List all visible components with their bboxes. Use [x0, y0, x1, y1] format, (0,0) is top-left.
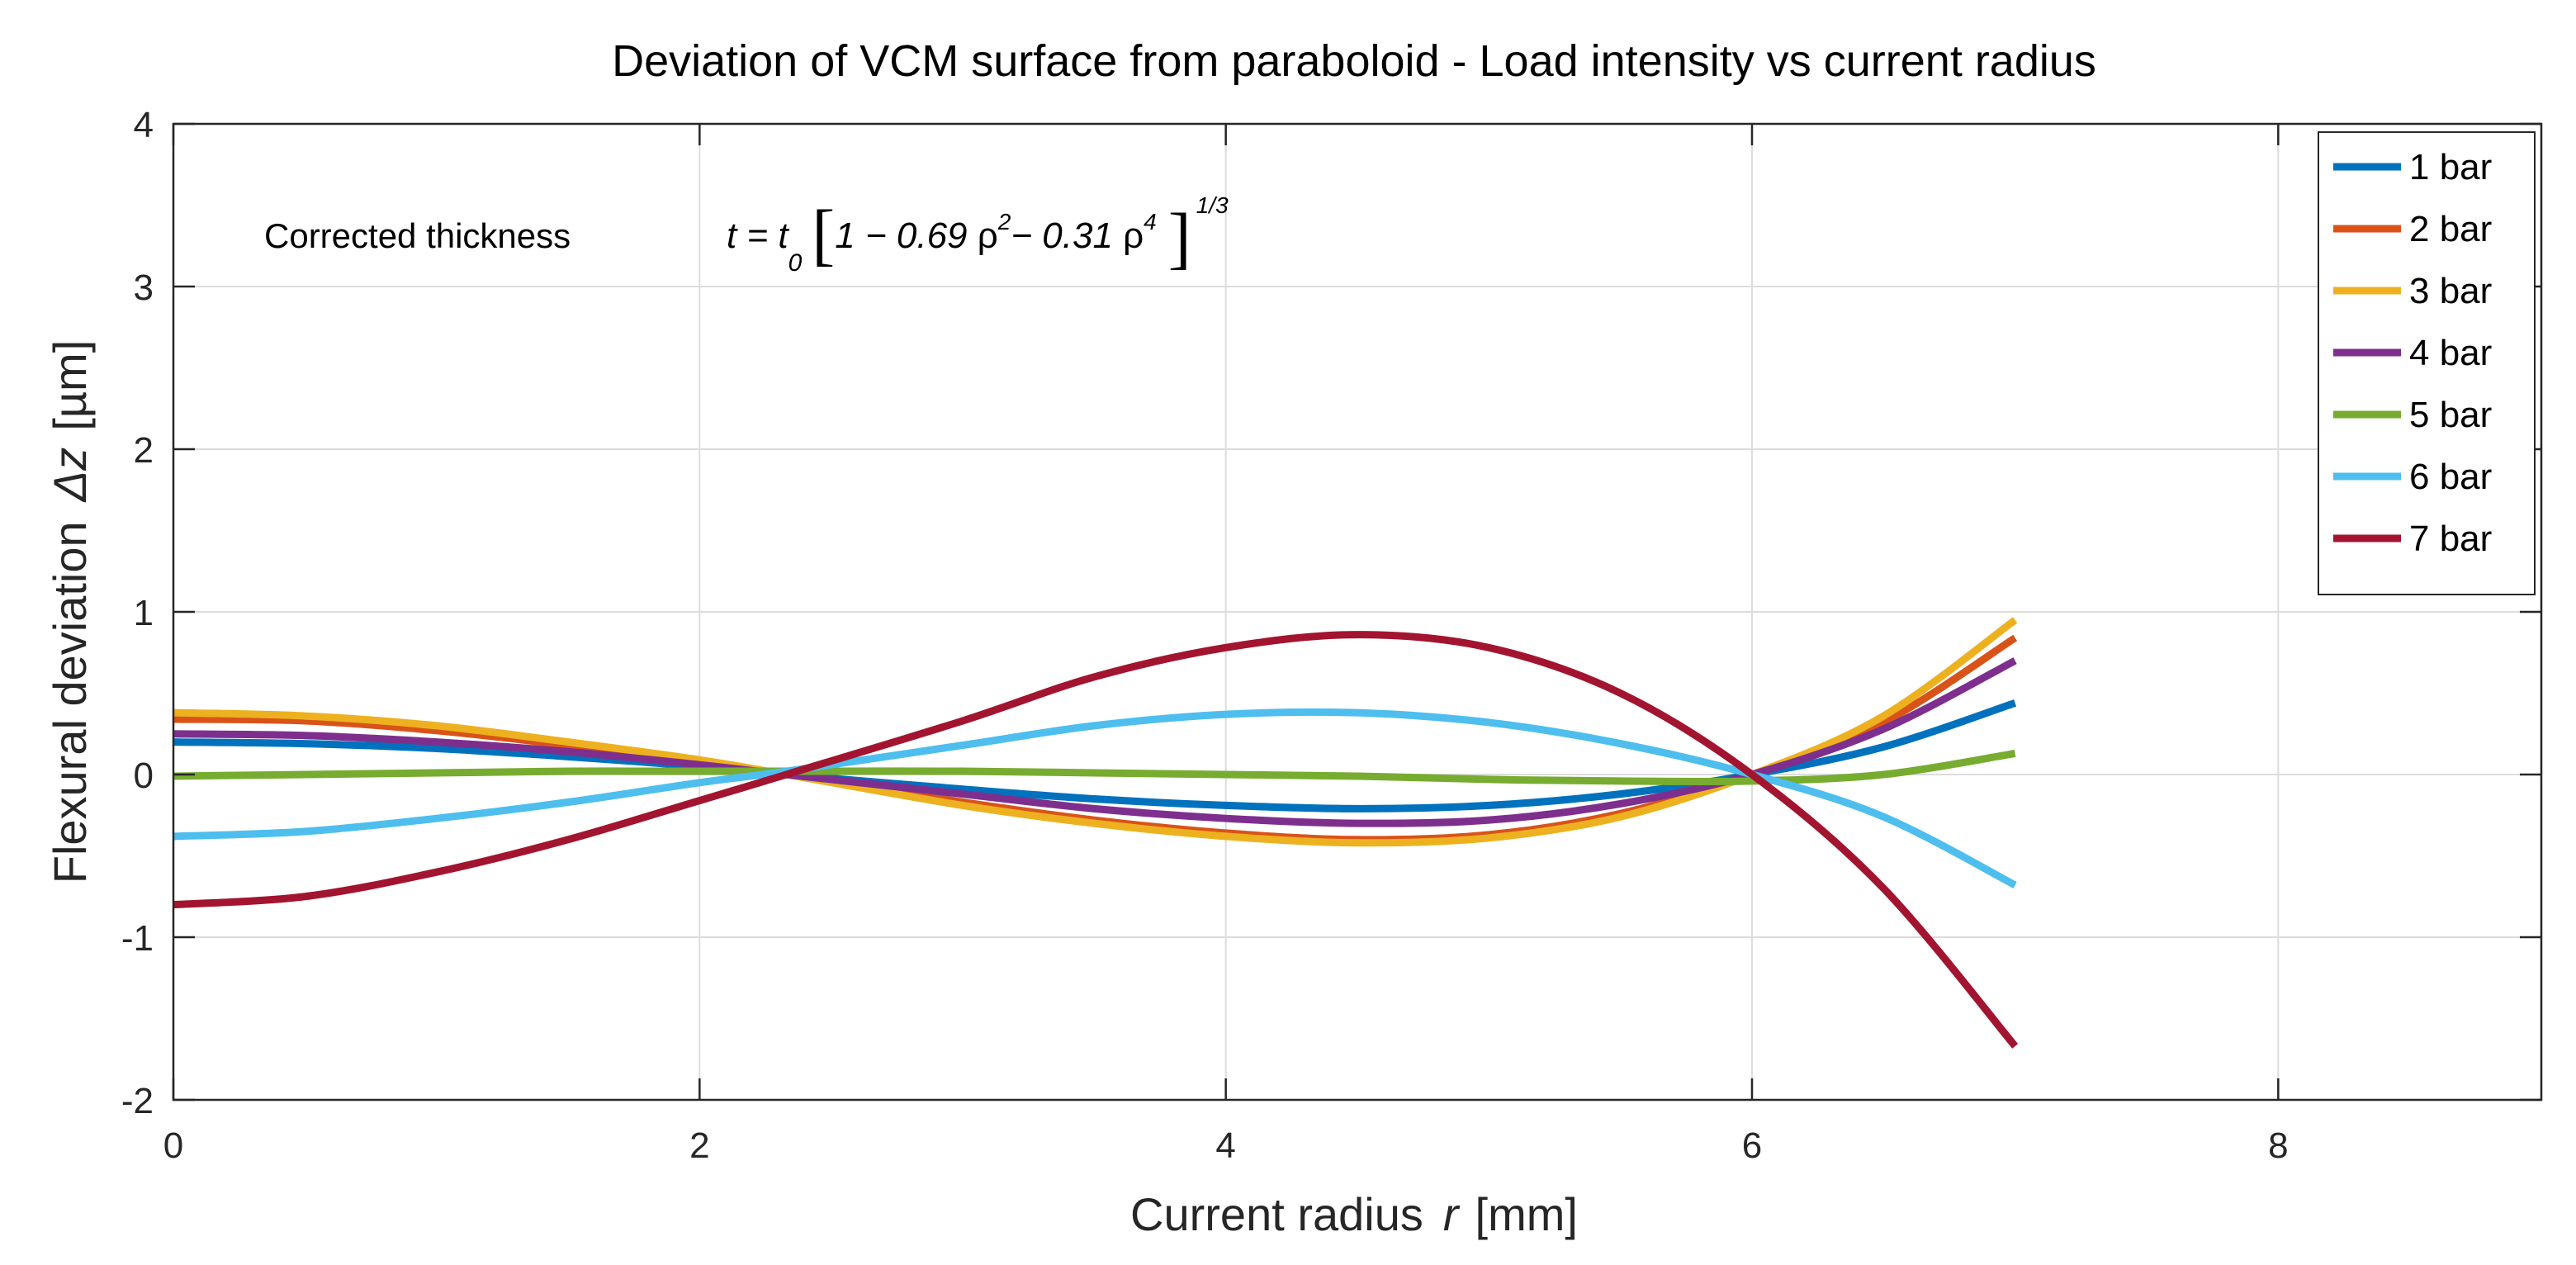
legend-box: [2318, 131, 2536, 595]
formula-exp-1: 2: [997, 209, 1011, 235]
x-tick-label: 2: [689, 1125, 709, 1166]
legend-label-6-bar: 6 bar: [2409, 457, 2492, 497]
formula-rho-2: ρ: [1123, 216, 1144, 256]
formula-subscript: 0: [788, 249, 803, 277]
x-tick-label: 4: [1215, 1125, 1235, 1166]
x-tick-label: 6: [1742, 1125, 1762, 1166]
thickness-annotation: Corrected thickness t = t0 [1 − 0.69 ρ2− …: [264, 192, 1229, 277]
series-line-5-bar: [173, 749, 2016, 786]
y-axis-title-var: Δz: [44, 448, 96, 504]
formula-left-bracket: [: [812, 197, 835, 273]
formula-exp-outer: 1/3: [1196, 192, 1229, 218]
formula-right-bracket: ]: [1168, 200, 1191, 277]
y-tick-label: 0: [134, 756, 154, 796]
legend-label-5-bar: 5 bar: [2409, 395, 2492, 435]
ticks-group: 0 2 4 6 8 -2 -1 0 1 2 3 4: [121, 105, 2541, 1166]
annotation-prefix: Corrected thickness: [264, 216, 571, 255]
formula-body-1: 1 − 0.69: [835, 216, 977, 256]
x-tick-label: 8: [2268, 1125, 2288, 1166]
series-line-7-bar: [173, 631, 2019, 1049]
legend-label-3-bar: 3 bar: [2409, 271, 2492, 311]
thickness-formula: t = t0 [1 − 0.69 ρ2− 0.31 ρ4] 1/3: [727, 192, 1229, 277]
chart-title: Deviation of VCM surface from paraboloid…: [612, 36, 2096, 86]
legend-label-2-bar: 2 bar: [2409, 209, 2492, 249]
x-tick-label: 0: [163, 1125, 183, 1166]
legend-label-7-bar: 7 bar: [2409, 519, 2492, 559]
y-tick-label: 3: [134, 268, 154, 308]
formula-body-2: − 0.31: [1011, 216, 1123, 256]
formula-exp-2: 4: [1144, 209, 1157, 235]
y-tick-label: -2: [121, 1081, 154, 1121]
legend: 1 bar 2 bar 3 bar 4 bar 5 bar 6 bar 7 bar: [2318, 131, 2536, 595]
y-tick-label: 4: [134, 105, 154, 145]
formula-lhs: t = t: [727, 216, 789, 256]
legend-items: 1 bar 2 bar 3 bar 4 bar 5 bar 6 bar 7 bar: [2333, 147, 2492, 559]
y-tick-label: 1: [134, 593, 154, 633]
y-tick-label: 2: [134, 430, 154, 471]
series-line-6-bar: [173, 708, 2017, 888]
legend-label-4-bar: 4 bar: [2409, 333, 2492, 373]
y-tick-label: -1: [121, 918, 154, 959]
x-axis-title-text: Current radius: [1130, 1188, 1423, 1240]
series-group: [173, 617, 2019, 1049]
legend-label-1-bar: 1 bar: [2409, 147, 2492, 187]
x-axis-title: Current radius r [mm]: [1130, 1188, 1578, 1240]
y-axis-title: Flexural deviation Δz [µm]: [44, 340, 96, 884]
formula-rho-1: ρ: [978, 216, 998, 256]
y-axis-title-unit: [µm]: [44, 340, 96, 431]
y-axis-title-text: Flexural deviation: [44, 521, 96, 884]
x-axis-title-unit: [mm]: [1475, 1188, 1578, 1240]
x-axis-title-var: r: [1443, 1188, 1461, 1240]
